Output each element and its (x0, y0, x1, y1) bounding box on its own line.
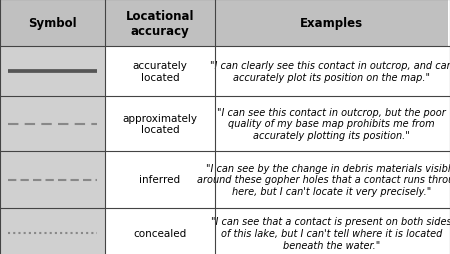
Bar (215, 151, 448, 208)
Text: "I can clearly see this contact in outcrop, and can
accurately plot its position: "I can clearly see this contact in outcr… (210, 61, 450, 83)
Text: Locational
accuracy: Locational accuracy (126, 9, 194, 37)
Bar (0, 47, 105, 97)
Text: concealed: concealed (133, 228, 187, 238)
Bar (215, 0, 448, 47)
Text: "I can see this contact in outcrop, but the poor
quality of my base map prohibit: "I can see this contact in outcrop, but … (217, 107, 446, 140)
Bar (105, 97, 215, 151)
Bar (215, 97, 448, 151)
Bar (105, 208, 215, 254)
Bar (215, 208, 448, 254)
Text: "I can see by the change in debris materials visible
around these gopher holes t: "I can see by the change in debris mater… (197, 163, 450, 196)
Bar (105, 47, 215, 97)
Bar (215, 47, 448, 97)
Bar (105, 0, 215, 47)
Bar (0, 151, 105, 208)
Text: approximately
located: approximately located (122, 113, 198, 135)
Bar (0, 97, 105, 151)
Text: Examples: Examples (300, 17, 363, 30)
Text: inferred: inferred (140, 175, 180, 185)
Text: Symbol: Symbol (28, 17, 77, 30)
Text: "I can see that a contact is present on both sides
of this lake, but I can't tel: "I can see that a contact is present on … (211, 217, 450, 250)
Bar (0, 0, 105, 47)
Bar (0, 208, 105, 254)
Text: accurately
located: accurately located (133, 61, 188, 83)
Bar (105, 151, 215, 208)
